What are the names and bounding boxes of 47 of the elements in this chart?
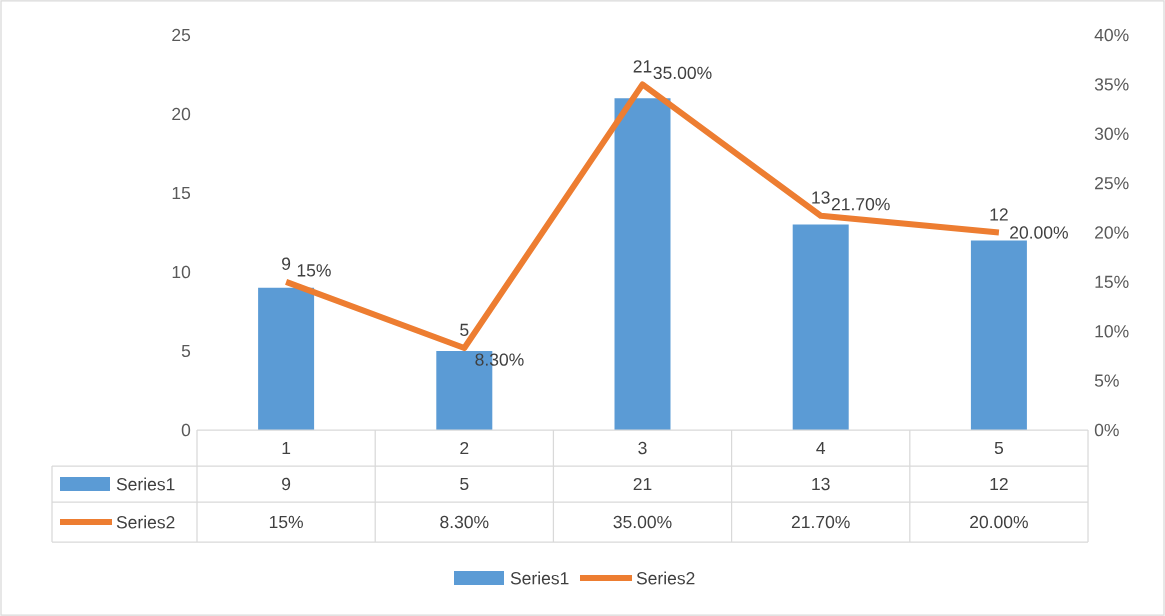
text: 35.00% <box>653 66 712 80</box>
data-label: 12 <box>990 477 1008 491</box>
bar <box>614 98 671 430</box>
y-tick-label: 25 <box>172 28 191 42</box>
text: 12 <box>990 208 1008 221</box>
text: 5 <box>460 323 469 337</box>
x-tick-label: 3 <box>638 441 647 455</box>
x-tick-label: 2 <box>460 441 469 455</box>
bar <box>792 224 849 430</box>
y2-tick-label: 0% <box>1094 423 1119 437</box>
y2-tick-label: 30% <box>1094 127 1129 140</box>
y2-tick-label: 20% <box>1095 226 1129 239</box>
data-label: 9 <box>282 477 291 491</box>
data-label: 20.00% <box>970 515 1028 529</box>
text: 9 <box>282 257 291 270</box>
y2-tick-label: 25% <box>1095 176 1129 190</box>
text: 20.00% <box>1010 226 1068 239</box>
bar <box>970 240 1027 430</box>
text: 13 <box>812 191 830 204</box>
y2-tick-label: 40% <box>1094 28 1129 42</box>
text: 21.70% <box>831 198 890 211</box>
y2-tick-label: 10% <box>1095 325 1129 338</box>
text: 15% <box>297 264 331 277</box>
y-tick-label: 20 <box>172 107 191 121</box>
legend-label: Series1 <box>116 477 175 491</box>
y2-tick-label: 15% <box>1095 275 1129 289</box>
x-tick-label: 5 <box>994 441 1004 455</box>
data-label: 15% <box>269 515 303 529</box>
y-tick-label: 15 <box>172 186 191 200</box>
y-tick-label: 10 <box>172 265 191 279</box>
data-label: 8.30% <box>440 515 489 529</box>
y2-tick-label: 35% <box>1094 78 1129 91</box>
x-tick-label: 4 <box>816 442 826 455</box>
data-label: 21 <box>633 477 652 491</box>
x-tick-label: 1 <box>282 442 291 455</box>
text: Series2 <box>636 571 695 585</box>
y-tick-label: 0 <box>181 423 191 437</box>
data-label: 13 <box>812 477 830 491</box>
text: 21 <box>633 60 652 73</box>
y-tick-label: 5 <box>181 344 191 358</box>
data-label: 35.00% <box>613 515 672 529</box>
bar <box>258 287 315 430</box>
data-label: 21.70% <box>791 515 850 529</box>
legend-label: Series2 <box>116 515 175 529</box>
text: Series1 <box>510 571 569 585</box>
y2-tick-label: 5% <box>1094 374 1119 387</box>
data-label: 5 <box>460 477 469 491</box>
